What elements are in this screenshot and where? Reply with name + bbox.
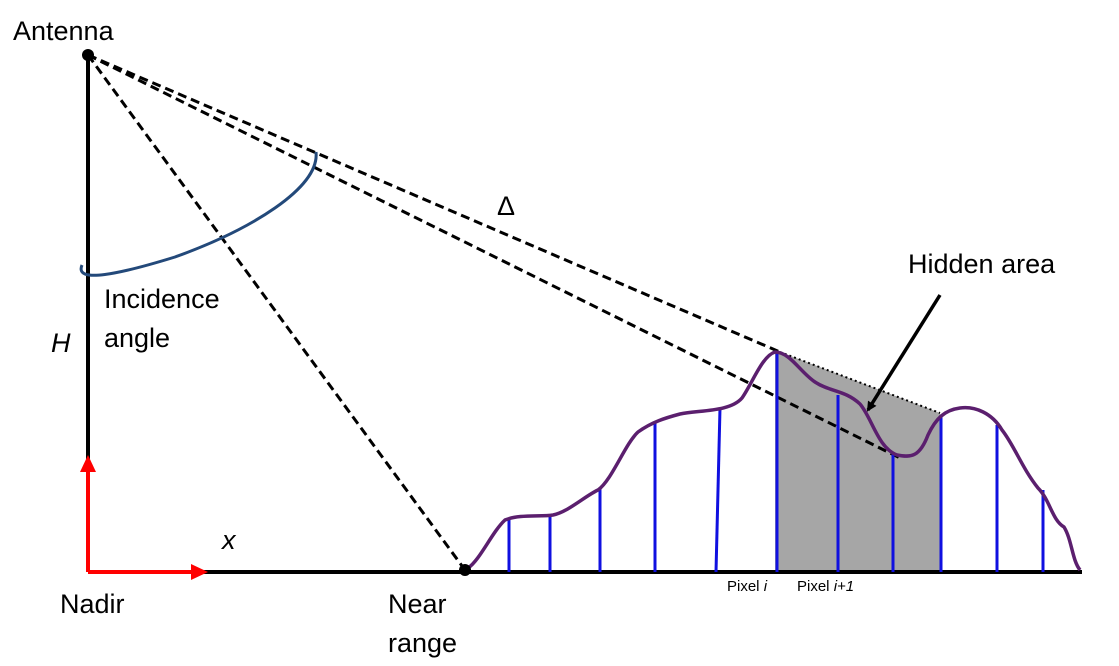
incidence-angle-label-line1: Incidence (104, 284, 220, 314)
pixel-i-label: Pixel i (727, 578, 768, 595)
incidence-angle-arc (79, 151, 318, 277)
near-range-ray (86, 54, 467, 571)
antenna-point (82, 49, 94, 61)
height-label: H (51, 328, 71, 358)
pixel-lines (507, 352, 1045, 573)
hidden-area-arrow (866, 294, 942, 412)
pixel-i1-label: Pixel i+1 (797, 578, 854, 595)
near-range-label-line1: Near (388, 589, 447, 619)
terrain-profile (466, 350, 1082, 572)
incidence-angle-label-line2: angle (104, 323, 170, 353)
hidden-area-fill (775, 350, 940, 572)
hidden-area-label: Hidden area (908, 249, 1056, 279)
x-axis-label: x (220, 525, 237, 555)
antenna-label: Antenna (13, 16, 115, 46)
delta-label: Δ (497, 191, 515, 221)
pixel-i-ray (87, 53, 901, 460)
near-range-point (459, 564, 471, 576)
shadow-edge-dotted (779, 351, 941, 414)
nadir-vertical-arrowhead (80, 455, 96, 472)
nadir-horizontal-arrowhead (191, 564, 208, 580)
nadir-label: Nadir (60, 589, 125, 619)
pixel-line (714, 407, 722, 573)
near-range-label-line2: range (388, 628, 457, 658)
